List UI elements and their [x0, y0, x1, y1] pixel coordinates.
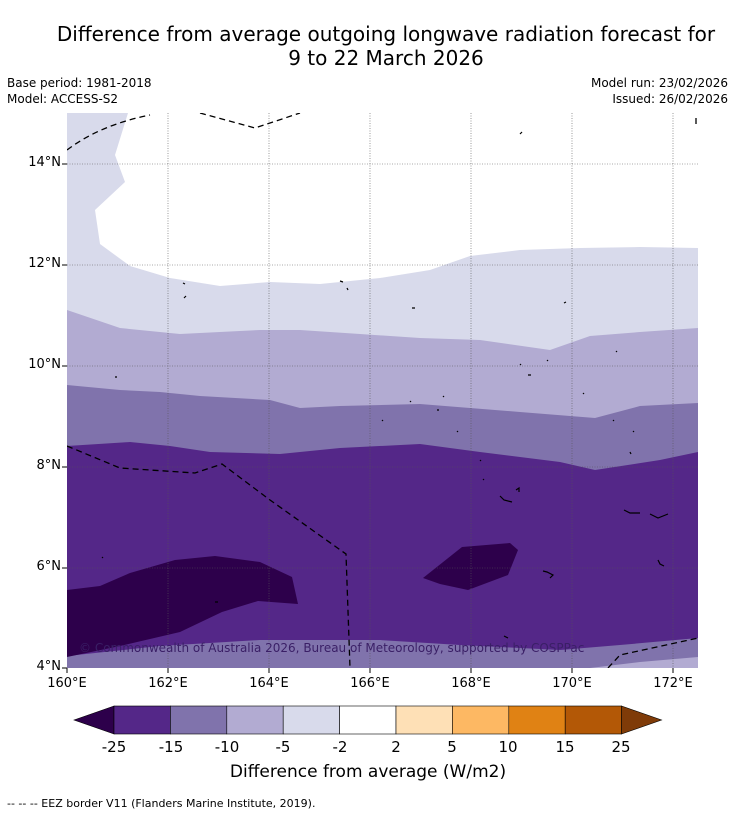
- band-neutral: [95, 113, 698, 286]
- colorbar-segment: [395, 705, 453, 735]
- colorbar-segment: [339, 705, 397, 735]
- colorbar-tick: 2: [391, 738, 401, 756]
- model-name: Model: ACCESS-S2: [7, 92, 119, 106]
- axis-ticks: [62, 163, 674, 673]
- model-run: Model run: 23/02/2026: [590, 76, 728, 90]
- colorbar-segment: [508, 705, 566, 735]
- issued-date: Issued: 26/02/2026: [612, 92, 728, 106]
- lat-label: 10°N: [28, 357, 61, 372]
- colorbar-segment: [564, 705, 622, 735]
- eez-border: [67, 113, 698, 668]
- islands: [101, 131, 669, 639]
- lat-label: 4°N: [36, 659, 62, 674]
- colorbar-tick: -25: [101, 738, 127, 756]
- lon-label: 160°E: [47, 676, 87, 691]
- colorbar-tick: 25: [611, 738, 631, 756]
- colorbar-segment: [282, 705, 340, 735]
- lon-label: 172°E: [653, 676, 693, 691]
- colorbar-segment: [452, 705, 510, 735]
- lon-label: 168°E: [451, 676, 491, 691]
- meta-left: Base period: 1981-2018 Model: ACCESS-S2: [7, 75, 152, 107]
- colorbar-segment: [226, 705, 284, 735]
- patch-west: [67, 556, 298, 657]
- colorbar-tick: -10: [214, 738, 240, 756]
- title-line-1: Difference from average outgoing longwav…: [56, 22, 716, 46]
- lat-label: 8°N: [36, 458, 62, 473]
- lat-label: 6°N: [36, 559, 62, 574]
- colorbar-tick: -15: [158, 738, 184, 756]
- colorbar-tick: -5: [275, 738, 291, 756]
- meta-right: Model run: 23/02/2026 Issued: 26/02/2026: [591, 75, 728, 107]
- eez-legend-note: -- -- -- EEZ border V11 (Flanders Marine…: [7, 797, 316, 810]
- lon-label: 166°E: [350, 676, 390, 691]
- band-sw-minus10: [67, 638, 698, 668]
- colorbar-segment: [113, 705, 171, 735]
- base-period: Base period: 1981-2018: [7, 76, 152, 90]
- colorbar-tick: 5: [447, 738, 457, 756]
- patch-central: [423, 543, 518, 590]
- colorbar-tick: 10: [498, 738, 518, 756]
- colorbar-tick: 15: [555, 738, 575, 756]
- graticule: [67, 113, 698, 668]
- map-title: Difference from average outgoing longwav…: [0, 22, 736, 70]
- colorbar-extend-high: [621, 705, 663, 735]
- lon-label: 164°E: [249, 676, 289, 691]
- colorbar-tick: -2: [332, 738, 348, 756]
- lat-label: 14°N: [28, 155, 61, 170]
- title-line-2: 9 to 22 March 2026: [288, 46, 484, 70]
- colorbar-extend-low: [73, 705, 115, 735]
- band-sw-minus5: [590, 657, 698, 668]
- colorbar: [73, 705, 663, 735]
- lon-label: 170°E: [552, 676, 592, 691]
- copyright-text: © Commonwealth of Australia 2026, Bureau…: [79, 641, 584, 655]
- lat-label: 12°N: [28, 256, 61, 271]
- colorbar-segment: [170, 705, 228, 735]
- colorbar-title: Difference from average (W/m2): [229, 762, 507, 782]
- lon-label: 162°E: [148, 676, 188, 691]
